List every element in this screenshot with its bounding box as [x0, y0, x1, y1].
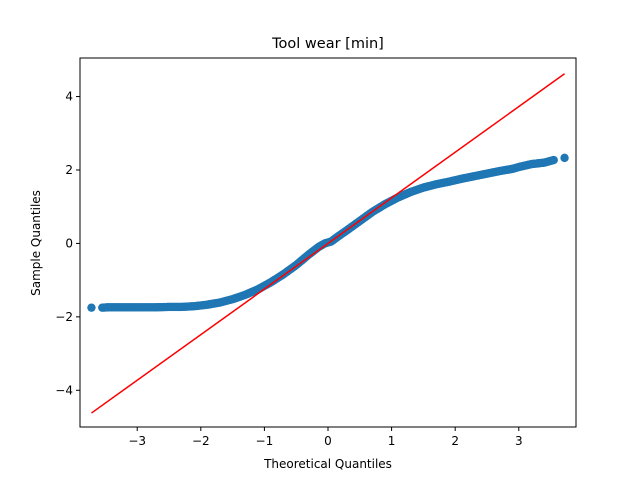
y-axis-ticks: −4 −2 0 2 4 — [55, 90, 80, 397]
x-tick-label: 3 — [515, 434, 523, 448]
plot-marks — [87, 73, 569, 414]
x-tick-label: −2 — [192, 434, 210, 448]
y-tick-label: 4 — [65, 90, 73, 104]
y-tick-label: 0 — [65, 236, 73, 250]
x-tick-label: 2 — [451, 434, 459, 448]
y-tick-label: 2 — [65, 163, 73, 177]
x-axis-ticks: −3 −2 −1 0 1 2 3 — [128, 427, 523, 448]
y-tick-label: −2 — [55, 310, 73, 324]
sample-point — [560, 153, 569, 163]
x-tick-label: 1 — [388, 434, 396, 448]
x-tick-label: −3 — [128, 434, 146, 448]
sample-point — [87, 303, 96, 312]
chart-title: Tool wear [min] — [271, 36, 384, 52]
y-axis-label: Sample Quantiles — [29, 190, 43, 296]
sample-point — [549, 155, 558, 165]
reference-line — [91, 73, 565, 414]
y-tick-label: −4 — [55, 383, 73, 397]
x-tick-label: −1 — [256, 434, 274, 448]
x-tick-label: 0 — [324, 434, 332, 448]
x-axis-label: Theoretical Quantiles — [263, 457, 392, 471]
